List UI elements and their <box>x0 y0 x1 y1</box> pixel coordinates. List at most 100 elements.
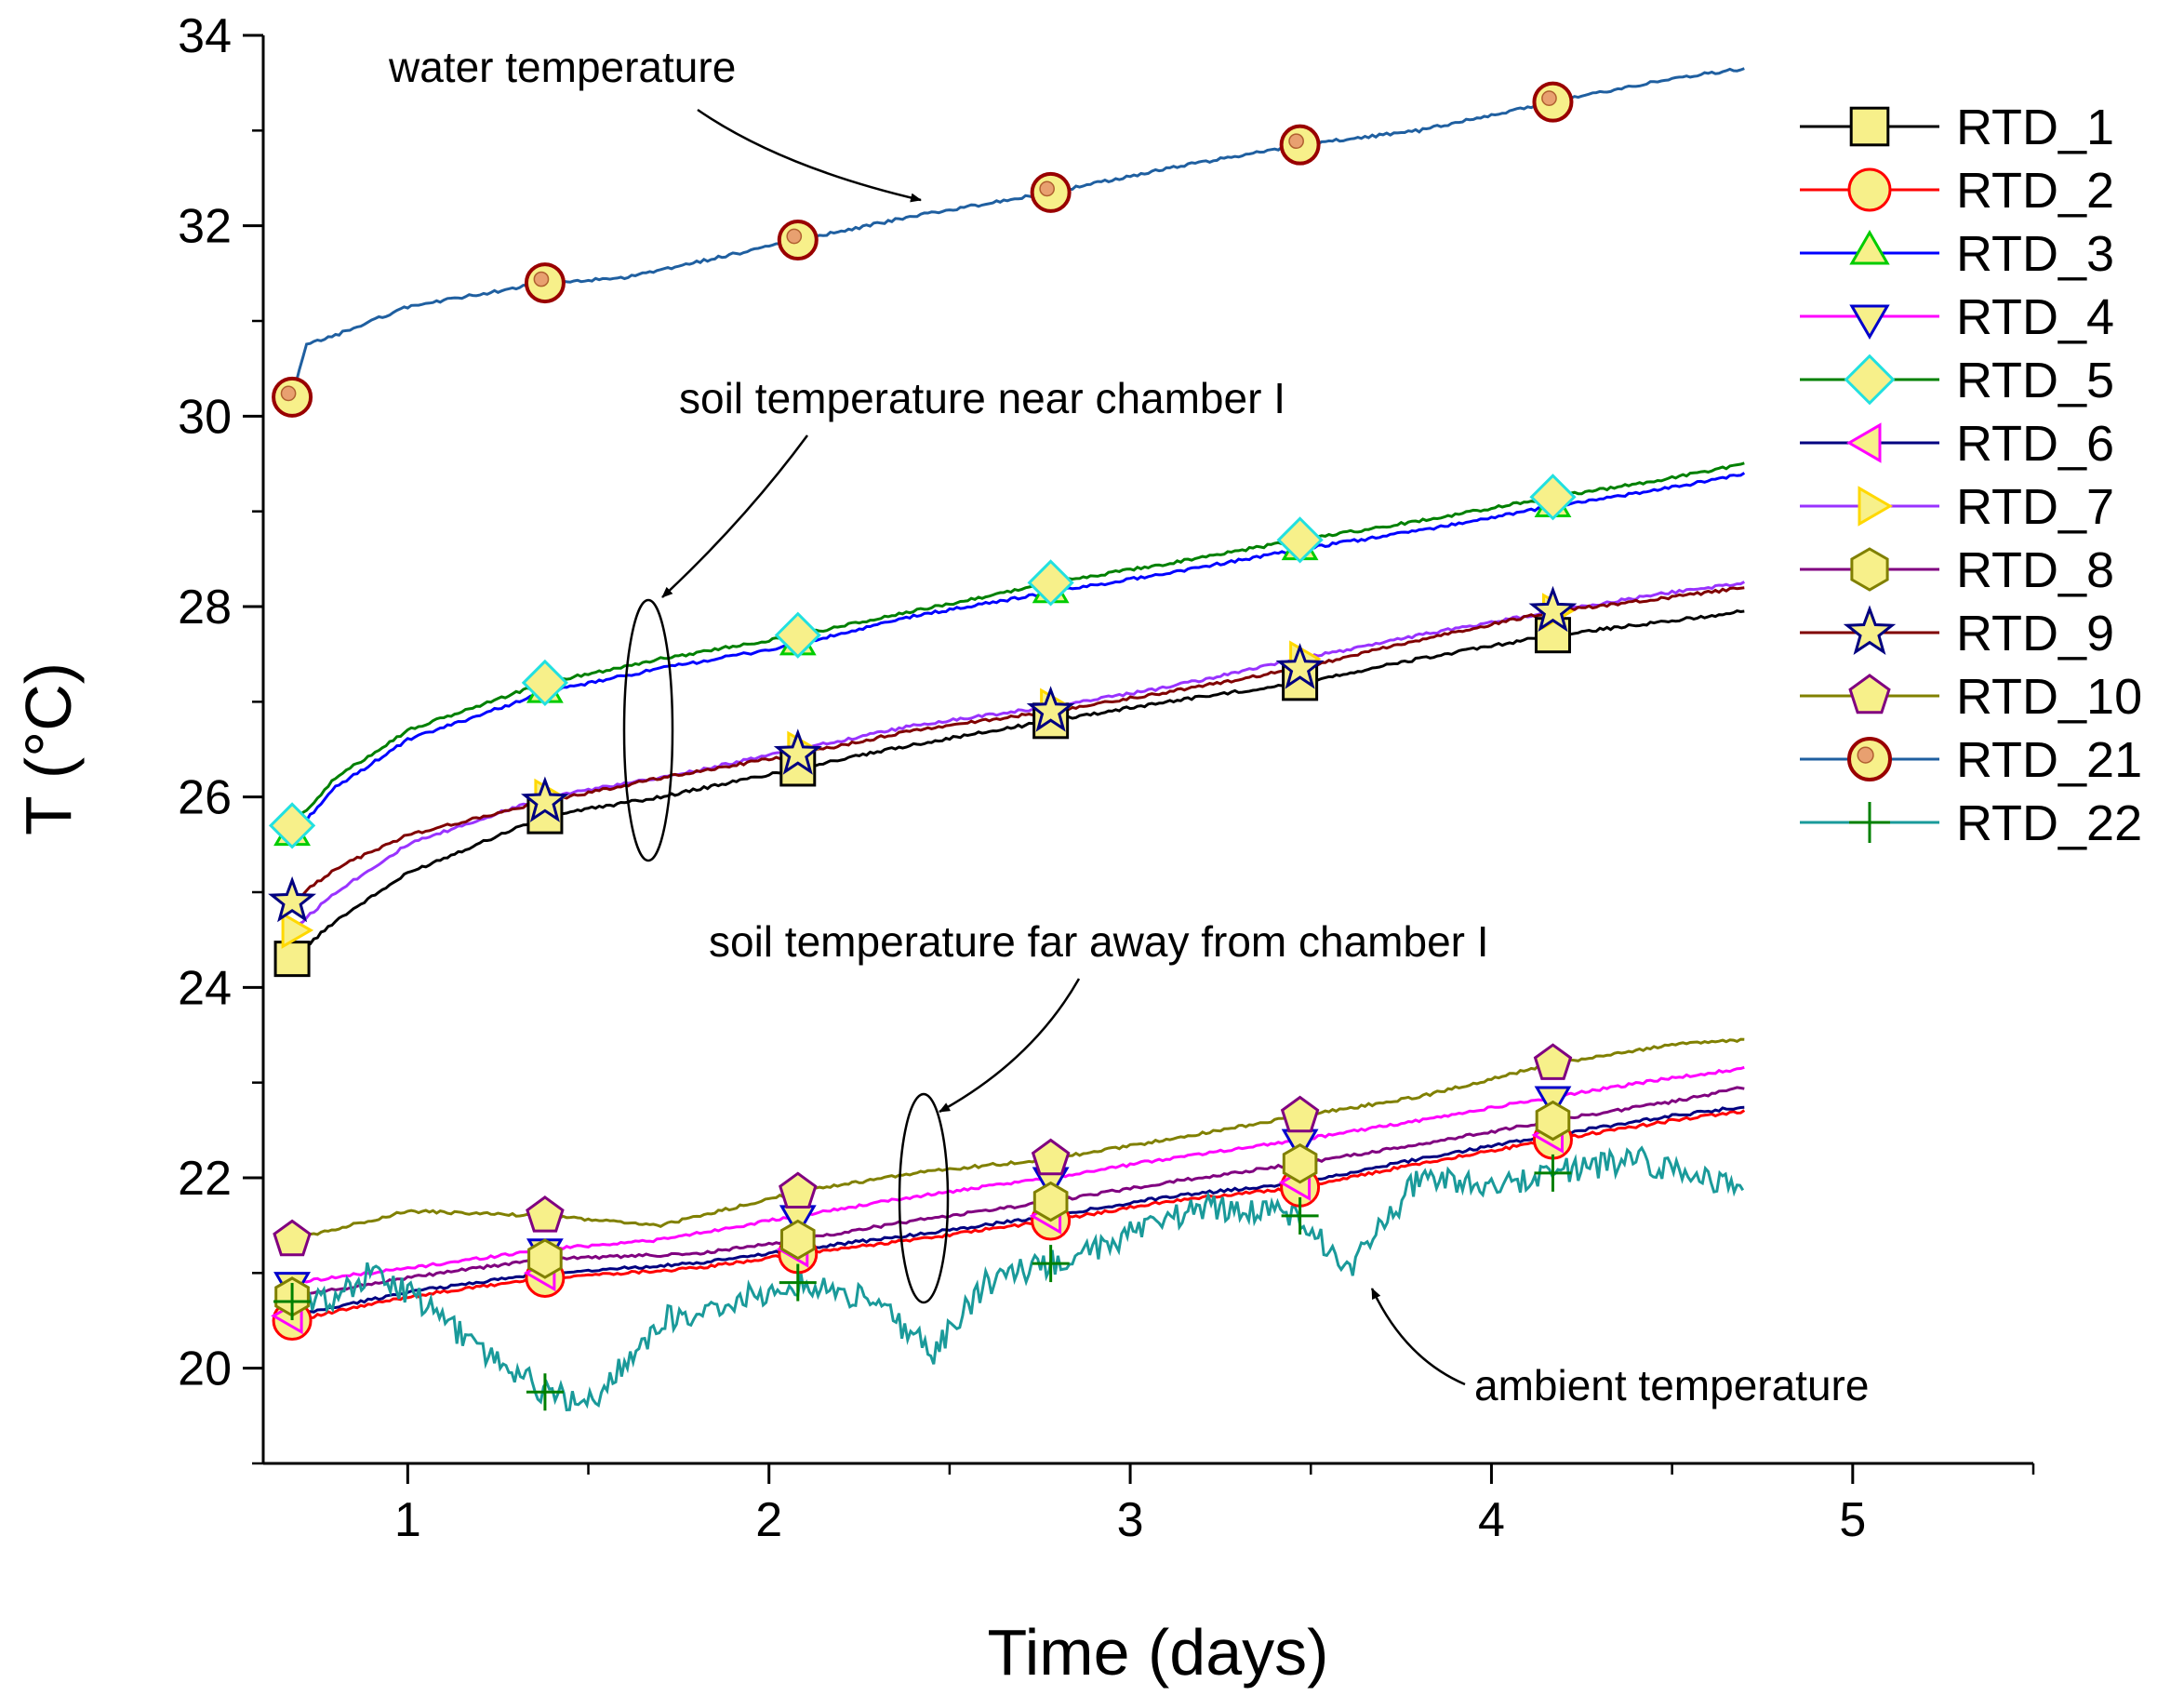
legend-item-rtd-5: RTD_5 <box>1800 353 2114 408</box>
ellipse-soil-near <box>622 598 674 862</box>
legend-label: RTD_9 <box>1956 606 2114 661</box>
x-tick-label: 3 <box>1117 1493 1144 1547</box>
ticks <box>243 33 2035 1484</box>
series-line-rtd-7 <box>291 581 1746 932</box>
arrow-ambient-temperature <box>1370 1288 1466 1386</box>
y-tick-label: 28 <box>178 581 232 634</box>
marker-rtd-22 <box>779 1263 817 1302</box>
series-line-rtd-21 <box>290 67 1745 398</box>
legend-marker-rtd-10 <box>1848 674 1891 714</box>
marker-rtd-21 <box>1279 124 1321 166</box>
legend-label: RTD_10 <box>1956 669 2142 725</box>
marker-rtd-7 <box>281 912 314 949</box>
marker-rtd-9 <box>1275 643 1325 689</box>
marker-rtd-9 <box>520 776 569 822</box>
marker-rtd-21 <box>1030 171 1072 213</box>
marker-rtd-21 <box>272 376 313 418</box>
series-line-rtd-6 <box>291 1105 1745 1317</box>
annotation-soil-near: soil temperature near chamber I <box>679 374 1285 422</box>
legend-item-rtd-4: RTD_4 <box>1800 289 2114 345</box>
x-axis-title: Time (days) <box>988 1616 1329 1689</box>
marker-rtd-1 <box>273 941 311 978</box>
legend-item-rtd-8: RTD_8 <box>1800 542 2114 598</box>
marker-rtd-22 <box>1032 1245 1070 1283</box>
legend-label: RTD_5 <box>1956 353 2114 408</box>
legend-marker-rtd-8 <box>1850 547 1889 592</box>
legend: RTD_1 RTD_2 RTD_3 RTD_4 RTD_5 RTD_6 RTD_7 RTD_8… <box>1800 100 2142 851</box>
series-line-rtd-5 <box>290 461 1745 827</box>
legend-label: RTD_3 <box>1956 226 2114 282</box>
legend-label: RTD_2 <box>1956 163 2114 219</box>
marker-rtd-9 <box>268 875 317 923</box>
marker-rtd-8 <box>1282 1142 1318 1184</box>
legend-item-rtd-3: RTD_3 <box>1800 226 2114 282</box>
legend-marker-rtd-21 <box>1847 737 1892 781</box>
marker-rtd-5 <box>521 659 569 707</box>
marker-rtd-22 <box>1534 1154 1572 1192</box>
arrow-soil-far <box>939 978 1081 1114</box>
x-tick-label: 1 <box>394 1493 421 1547</box>
marker-rtd-21 <box>524 262 566 304</box>
marker-rtd-10 <box>526 1195 565 1233</box>
legend-marker-rtd-6 <box>1846 422 1882 463</box>
y-axis-title: T (°C) <box>12 662 85 835</box>
ellipse-soil-far <box>898 1092 950 1304</box>
legend-label: RTD_8 <box>1956 542 2114 598</box>
arrow-water-temperature <box>697 108 922 203</box>
marker-rtd-8 <box>780 1219 816 1261</box>
marker-rtd-22 <box>273 1283 312 1321</box>
marker-rtd-22 <box>526 1373 564 1411</box>
legend-label: RTD_7 <box>1956 479 2114 535</box>
y-tick-label: 32 <box>178 200 232 254</box>
legend-item-rtd-9: RTD_9 <box>1800 605 2114 661</box>
arrow-soil-near <box>661 434 809 598</box>
series-line-rtd-3 <box>291 472 1746 836</box>
annotation-soil-far: soil temperature far away from chamber I <box>709 917 1489 966</box>
annotation-water-temperature: water temperature <box>388 43 736 91</box>
y-tick-label: 20 <box>178 1342 232 1396</box>
marker-rtd-5 <box>774 611 821 659</box>
legend-label: RTD_6 <box>1956 416 2114 472</box>
legend-item-rtd-7: RTD_7 <box>1800 479 2114 535</box>
legend-marker-rtd-4 <box>1849 304 1890 340</box>
legend-item-rtd-1: RTD_1 <box>1800 100 2114 155</box>
legend-item-rtd-6: RTD_6 <box>1800 416 2114 472</box>
annotation-layer: water temperature soil temperature near … <box>388 43 1869 1409</box>
series-line-rtd-22 <box>290 1145 1745 1411</box>
marker-rtd-21 <box>1532 81 1574 123</box>
marker-rtd-21 <box>777 220 819 261</box>
y-tick-label: 22 <box>178 1152 232 1206</box>
marker-rtd-9 <box>1528 585 1578 633</box>
marker-rtd-9 <box>1026 686 1075 732</box>
series-line-rtd-4 <box>292 1065 1745 1285</box>
legend-marker-rtd-9 <box>1843 605 1897 655</box>
x-tick-label: 4 <box>1478 1493 1505 1547</box>
marker-rtd-5 <box>1529 474 1577 521</box>
y-tick-label: 26 <box>178 771 232 825</box>
legend-marker-rtd-7 <box>1858 486 1893 527</box>
marker-rtd-9 <box>773 728 822 775</box>
legend-label: RTD_21 <box>1956 732 2142 788</box>
series-markers <box>268 81 1578 1411</box>
annotation-ambient-temperature: ambient temperature <box>1474 1361 1869 1409</box>
y-tick-label: 34 <box>178 9 232 63</box>
x-tick-label: 2 <box>755 1493 782 1547</box>
axes <box>261 35 2033 1465</box>
marker-rtd-5 <box>1027 559 1074 607</box>
marker-rtd-8 <box>527 1238 563 1279</box>
marker-rtd-8 <box>1032 1181 1069 1222</box>
legend-item-rtd-2: RTD_2 <box>1800 163 2114 219</box>
legend-label: RTD_4 <box>1956 289 2114 345</box>
marker-rtd-5 <box>268 802 316 849</box>
marker-rtd-22 <box>1281 1196 1319 1235</box>
legend-item-rtd-21: RTD_21 <box>1800 732 2142 788</box>
legend-marker-rtd-3 <box>1849 230 1890 265</box>
y-tick-label: 30 <box>178 390 232 444</box>
marker-rtd-10 <box>1031 1138 1071 1176</box>
legend-marker-rtd-22 <box>1849 802 1890 843</box>
marker-rtd-10 <box>1533 1043 1573 1080</box>
legend-label: RTD_22 <box>1956 795 2142 851</box>
legend-label: RTD_1 <box>1956 100 2114 155</box>
marker-rtd-5 <box>1276 516 1324 564</box>
